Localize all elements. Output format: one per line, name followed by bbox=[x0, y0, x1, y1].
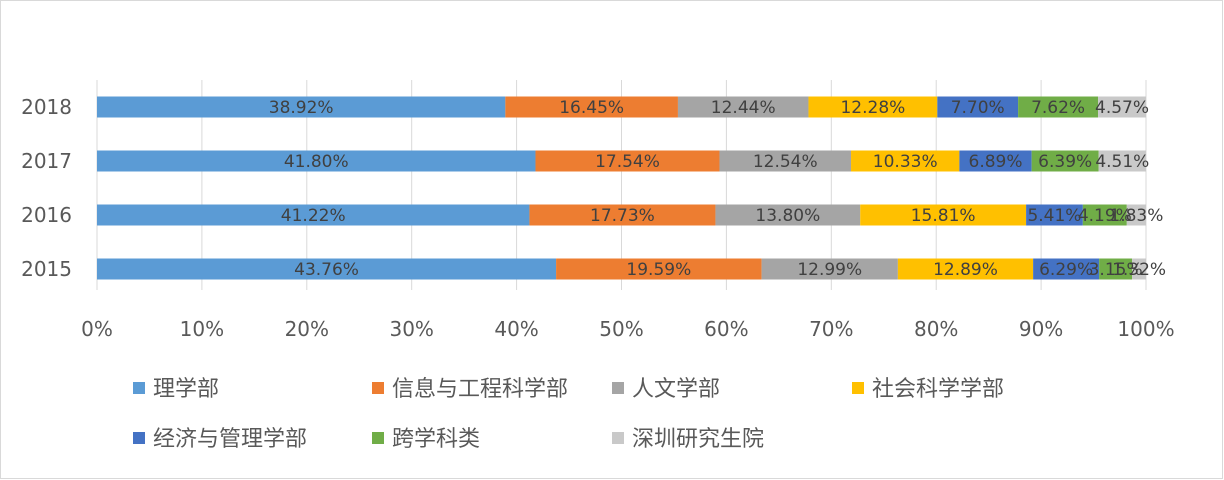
bar-data-label: 19.59% bbox=[626, 260, 691, 280]
bar-segment bbox=[1098, 96, 1146, 118]
bar-segment bbox=[808, 96, 938, 118]
legend-swatch bbox=[852, 382, 864, 394]
y-category-label: 2018 bbox=[21, 95, 72, 119]
legend-entry: 人文学部 bbox=[632, 377, 720, 402]
bar-data-label: 1.32% bbox=[1112, 260, 1166, 280]
bar-data-label: 17.54% bbox=[595, 152, 660, 172]
bar-data-label: 15.81% bbox=[911, 206, 976, 226]
bar-data-label: 4.19% bbox=[1078, 206, 1132, 226]
bar-segment bbox=[529, 204, 716, 226]
x-tick-label: 60% bbox=[704, 317, 748, 341]
legend-entry: 社会科学学部 bbox=[872, 377, 1004, 402]
bar-data-label: 38.92% bbox=[269, 98, 334, 118]
y-category-label: 2017 bbox=[21, 149, 72, 173]
bar-data-label: 6.89% bbox=[969, 152, 1023, 172]
bar-data-label: 12.54% bbox=[753, 152, 818, 172]
x-tick-label: 10% bbox=[180, 317, 224, 341]
bar-segment bbox=[1018, 96, 1099, 118]
bar-data-label: 12.44% bbox=[711, 98, 776, 118]
bar-segment bbox=[719, 150, 852, 172]
bar-data-label: 5.41% bbox=[1027, 206, 1081, 226]
bar-segment bbox=[1033, 258, 1100, 280]
bar-segment bbox=[1132, 258, 1146, 280]
y-category-label: 2016 bbox=[21, 203, 72, 227]
bar-data-label: 12.99% bbox=[797, 260, 862, 280]
bar-data-label: 6.29% bbox=[1039, 260, 1093, 280]
bar-segment bbox=[505, 96, 678, 118]
bar-segment bbox=[1082, 204, 1127, 226]
bar-segment bbox=[851, 150, 960, 172]
bar-segment bbox=[97, 204, 530, 226]
x-tick-label: 20% bbox=[285, 317, 329, 341]
bar-data-label: 7.70% bbox=[951, 98, 1005, 118]
bar-segment bbox=[1098, 150, 1146, 172]
bar-data-label: 12.89% bbox=[933, 260, 998, 280]
bar-segment bbox=[1126, 204, 1146, 226]
x-tick-label: 50% bbox=[599, 317, 643, 341]
bar-data-label: 3.15% bbox=[1089, 260, 1143, 280]
y-category-label: 2015 bbox=[21, 257, 72, 281]
bar-segment bbox=[535, 150, 720, 172]
bar-segment bbox=[1099, 258, 1133, 280]
bar-segment bbox=[97, 96, 506, 118]
bar-segment bbox=[937, 96, 1019, 118]
bar-data-label: 4.57% bbox=[1095, 98, 1149, 118]
x-tick-label: 30% bbox=[389, 317, 433, 341]
x-tick-label: 40% bbox=[494, 317, 538, 341]
bar-segment bbox=[860, 204, 1027, 226]
bar-segment bbox=[1031, 150, 1099, 172]
legend-entry: 信息与工程科学部 bbox=[392, 377, 568, 402]
legend-entry: 理学部 bbox=[153, 377, 219, 402]
bar-data-label: 10.33% bbox=[873, 152, 938, 172]
bar-segment bbox=[959, 150, 1032, 172]
x-tick-label: 80% bbox=[914, 317, 958, 341]
data-labels: 43.76% 19.59% 12.99% 12.89% 6.29%3.15%1.32% 4… bbox=[269, 98, 1166, 280]
bar-segment bbox=[97, 258, 557, 280]
bar-segment bbox=[1026, 204, 1083, 226]
legend-swatch bbox=[372, 432, 384, 444]
legend-swatch bbox=[372, 382, 384, 394]
legend-entry: 深圳研究生院 bbox=[632, 427, 764, 452]
x-tick-label: 100% bbox=[1117, 317, 1174, 341]
bar-data-label: 41.80% bbox=[284, 152, 349, 172]
bar-data-label: 41.22% bbox=[281, 206, 346, 226]
bar-data-label: 6.39% bbox=[1038, 152, 1092, 172]
bar-segment bbox=[97, 150, 536, 172]
bar-segment bbox=[677, 96, 809, 118]
bar-data-label: 16.45% bbox=[559, 98, 624, 118]
bar-data-label: 4.51% bbox=[1095, 152, 1149, 172]
x-tick-label: 70% bbox=[809, 317, 853, 341]
axes: 0% 10% 20% 30% 40% 50% 60% 70% 80% 90% 100% 2015 201… bbox=[21, 95, 1175, 341]
bar-segment bbox=[897, 258, 1034, 280]
bar-data-label: 17.73% bbox=[590, 206, 655, 226]
x-tick-label: 90% bbox=[1019, 317, 1063, 341]
bar-data-label: 1.83% bbox=[1109, 206, 1163, 226]
bar-segment bbox=[715, 204, 861, 226]
bar-data-label: 43.76% bbox=[294, 260, 359, 280]
bar-data-label: 13.80% bbox=[755, 206, 820, 226]
legend-entry: 经济与管理学部 bbox=[153, 427, 307, 452]
bar-data-label: 12.28% bbox=[840, 98, 905, 118]
bars bbox=[97, 96, 1146, 280]
legend-entry: 跨学科类 bbox=[392, 427, 480, 452]
legend-swatch bbox=[133, 432, 145, 444]
bar-segment bbox=[556, 258, 762, 280]
bar-data-label: 7.62% bbox=[1031, 98, 1085, 118]
x-tick-label: 0% bbox=[81, 317, 113, 341]
legend-swatch bbox=[133, 382, 145, 394]
bar-segment bbox=[761, 258, 898, 280]
legend-swatch bbox=[612, 432, 624, 444]
legend-swatch bbox=[612, 382, 624, 394]
